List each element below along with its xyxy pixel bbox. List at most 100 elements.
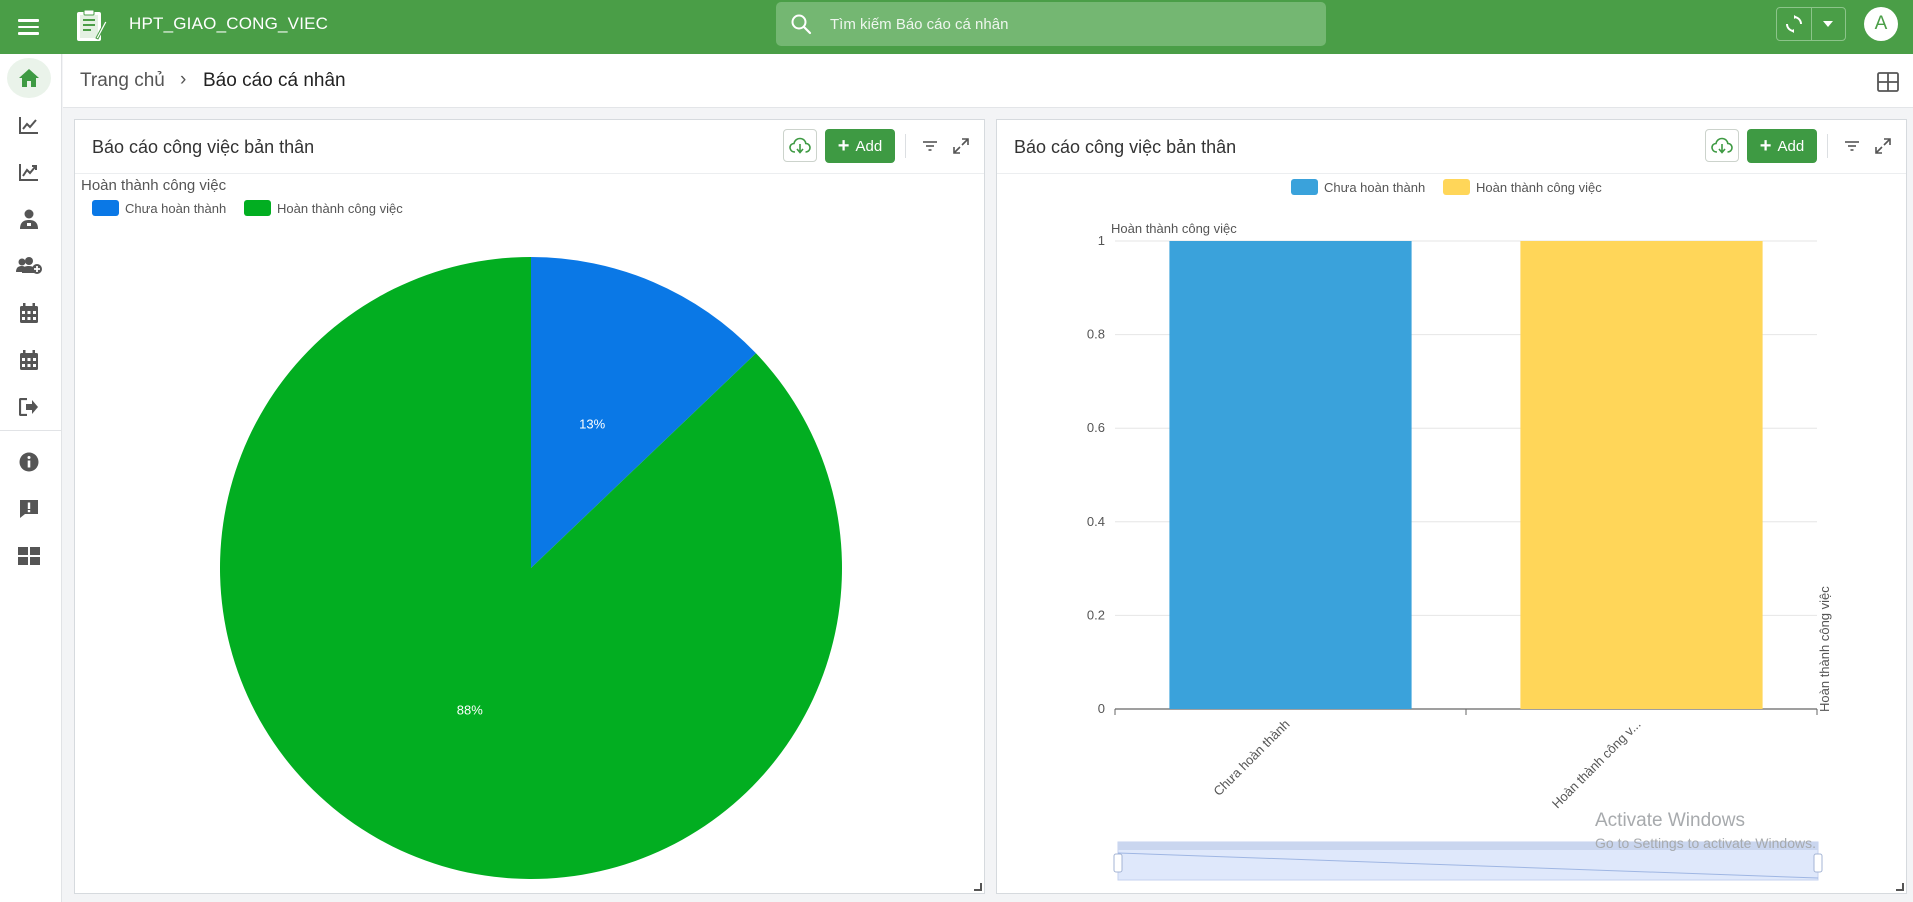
plus-icon: + xyxy=(1759,135,1772,157)
search-icon xyxy=(791,14,812,35)
legend-swatch xyxy=(1291,179,1318,195)
user-add-icon xyxy=(16,257,42,274)
sidebar-item-calendar[interactable] xyxy=(7,293,51,333)
x-tick-label: Hoàn thành công v... xyxy=(1549,717,1644,812)
sidebar xyxy=(0,54,62,902)
pie-slice-label: 88% xyxy=(457,702,483,717)
pie-slice[interactable] xyxy=(531,257,756,568)
legend-item-chua-hoan-thanh[interactable]: Chưa hoàn thành xyxy=(92,200,226,216)
add-button-label: Add xyxy=(1777,137,1805,155)
pie-slice[interactable] xyxy=(219,257,842,879)
sidebar-item-calendar-alt[interactable] xyxy=(7,340,51,380)
legend-label: Chưa hoàn thành xyxy=(1324,179,1426,195)
panel-header-divider xyxy=(75,173,984,174)
zoom-slider-top-bar xyxy=(1118,842,1818,850)
app-logo-icon xyxy=(77,9,108,41)
sidebar-item-chart-line[interactable] xyxy=(7,105,51,145)
sign-out-icon xyxy=(19,398,38,416)
legend-item-hoan-thanh-cong-viec[interactable]: Hoàn thành công việc xyxy=(1443,179,1602,195)
pie-chart: 13% 88% xyxy=(219,257,842,879)
legend-swatch xyxy=(92,200,119,216)
expand-icon[interactable] xyxy=(951,136,971,156)
report-panel-pie: Báo cáo công việc bản thân + Add Hoàn thà… xyxy=(74,119,985,894)
search-box xyxy=(776,2,1326,46)
page-title: Báo cáo cá nhân xyxy=(203,70,346,91)
legend-swatch xyxy=(244,200,271,216)
info-icon xyxy=(19,452,39,472)
breadcrumb: Trang chủ › Báo cáo cá nhân xyxy=(63,54,1913,108)
y-tick-label: 0.8 xyxy=(1087,327,1105,342)
legend-label: Hoàn thành công việc xyxy=(277,200,403,216)
sidebar-item-home[interactable] xyxy=(7,58,51,98)
user-tie-icon xyxy=(20,209,38,229)
legend-item-chua-hoan-thanh[interactable]: Chưa hoàn thành xyxy=(1291,179,1425,195)
sidebar-item-feedback[interactable] xyxy=(7,489,51,529)
add-button[interactable]: + Add xyxy=(825,129,895,163)
breadcrumb-separator: › xyxy=(180,69,187,90)
chart-trend-icon xyxy=(19,164,38,181)
download-button[interactable] xyxy=(1705,129,1739,162)
bar[interactable] xyxy=(1520,241,1763,709)
y-tick-label: 0.6 xyxy=(1087,420,1105,435)
sidebar-item-sign-out[interactable] xyxy=(7,387,51,427)
sidebar-divider xyxy=(0,430,62,431)
sync-dropdown-button[interactable] xyxy=(1810,8,1845,40)
dashboard-icon xyxy=(18,547,40,565)
sync-button-group xyxy=(1776,7,1846,41)
legend-item-hoan-thanh-cong-viec[interactable]: Hoàn thành công việc xyxy=(244,200,403,216)
menu-icon[interactable] xyxy=(14,12,44,42)
cloud-download-icon xyxy=(1711,137,1733,154)
calendar-alt-icon xyxy=(20,350,38,370)
zoom-slider-handle[interactable] xyxy=(1113,853,1123,873)
legend-swatch xyxy=(1443,179,1470,195)
sidebar-item-info[interactable] xyxy=(7,442,51,482)
pie-slice-label: 13% xyxy=(579,416,605,431)
zoom-slider-preview-line xyxy=(1117,852,1819,879)
y-tick-label: 1 xyxy=(1098,233,1105,248)
filter-icon[interactable] xyxy=(1842,136,1862,156)
resize-handle[interactable] xyxy=(1896,883,1904,891)
sidebar-item-user-tie[interactable] xyxy=(7,199,51,239)
plus-icon: + xyxy=(837,135,850,157)
avatar[interactable]: A xyxy=(1864,7,1898,41)
breadcrumb-home-link[interactable]: Trang chủ xyxy=(80,70,165,91)
home-icon xyxy=(19,69,39,87)
zoom-slider-handle[interactable] xyxy=(1813,853,1823,873)
resize-handle[interactable] xyxy=(974,883,982,891)
y-tick-label: 0.4 xyxy=(1087,514,1105,529)
pie-chart-title: Hoàn thành công việc xyxy=(81,177,227,194)
bar[interactable] xyxy=(1169,241,1412,709)
top-bar: HPT_GIAO_CONG_VIEC A xyxy=(0,0,1913,54)
bar-chart: Hoàn thành công việc 0 0.2 0.4 0.6 0.8 1 Chưa h… xyxy=(1087,221,1832,881)
panel-title: Báo cáo công việc bản thân xyxy=(92,137,315,157)
toolbar-divider xyxy=(1827,134,1828,158)
sidebar-item-chart-trend[interactable] xyxy=(7,152,51,192)
layout-grid-icon[interactable] xyxy=(1877,71,1899,93)
calendar-icon xyxy=(20,303,38,323)
feedback-icon xyxy=(20,500,38,518)
caret-down-icon xyxy=(1823,21,1834,27)
sidebar-item-dashboard[interactable] xyxy=(7,536,51,576)
app-title[interactable]: HPT_GIAO_CONG_VIEC xyxy=(129,14,329,33)
legend-label: Chưa hoàn thành xyxy=(125,200,227,216)
y-tick-label: 0.2 xyxy=(1087,607,1105,622)
x-tick-label: Chưa hoàn thành xyxy=(1210,717,1292,799)
add-button[interactable]: + Add xyxy=(1747,129,1817,163)
y-axis-title: Hoàn thành công việc xyxy=(1111,221,1237,236)
cloud-download-icon xyxy=(789,137,811,154)
search-input[interactable] xyxy=(830,10,1310,38)
sync-icon xyxy=(1785,15,1802,33)
y-tick-label: 0 xyxy=(1098,701,1105,716)
filter-icon[interactable] xyxy=(920,136,940,156)
expand-icon[interactable] xyxy=(1873,136,1893,156)
add-button-label: Add xyxy=(855,137,883,155)
sidebar-item-user-add[interactable] xyxy=(7,246,51,286)
panel-title: Báo cáo công việc bản thân xyxy=(1014,137,1237,157)
legend-label: Hoàn thành công việc xyxy=(1476,179,1602,195)
report-panel-bar: Báo cáo công việc bản thân + Add Chưa hoà… xyxy=(996,119,1907,894)
sync-button[interactable] xyxy=(1777,8,1811,40)
y2-axis-title: Hoàn thành công việc xyxy=(1817,586,1832,712)
toolbar-divider xyxy=(905,134,906,158)
download-button[interactable] xyxy=(783,129,817,162)
chart-line-icon xyxy=(19,117,38,134)
